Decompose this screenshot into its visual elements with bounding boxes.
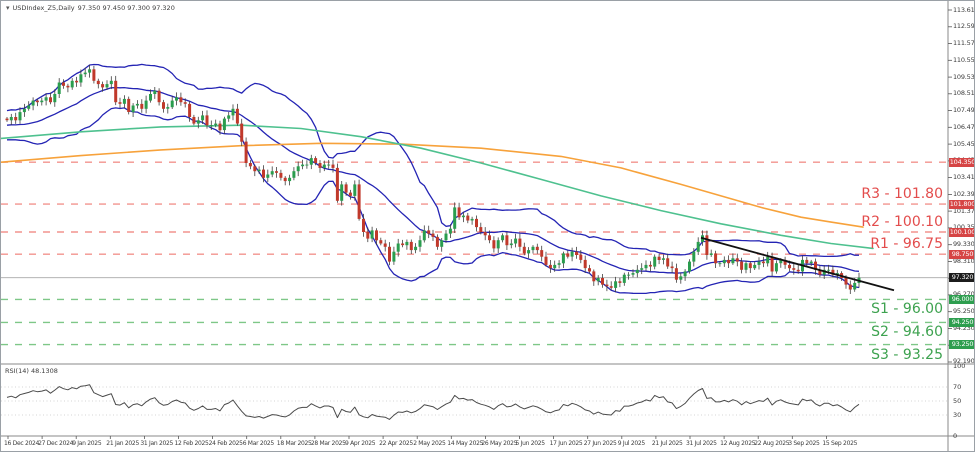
date-axis-label: 27 Dec 2024: [38, 440, 74, 447]
date-axis-label: 16 Dec 2024: [4, 440, 40, 447]
support-label-s1: S1 - 96.00: [871, 301, 943, 318]
support-label-s2: S2 - 94.60: [871, 324, 943, 341]
date-axis-label: 9 Jul 2025: [617, 440, 645, 447]
price-axis-tick: 92.190: [953, 357, 975, 366]
resistance-label-r1: R1 - 96.75: [870, 236, 943, 253]
date-axis-label: 9 Apr 2025: [345, 440, 376, 447]
price-axis-tick: 107.490: [953, 106, 975, 115]
date-axis-label: 14 May 2025: [447, 440, 484, 447]
rsi-axis-tick: 100: [953, 362, 966, 370]
date-axis-label: 31 Jul 2025: [686, 440, 717, 447]
resistance-label-r2: R2 - 100.10: [861, 214, 943, 230]
date-axis-label: 5 Jun 2025: [515, 440, 546, 447]
price-axis-tick: 98.310: [953, 256, 975, 265]
price-axis-tick: 96.270: [953, 291, 974, 298]
price-axis-tick: 112.590: [953, 22, 975, 31]
date-axis-label: 17 Jun 2025: [549, 440, 583, 447]
resistance-price-tag: 104.350: [949, 157, 975, 167]
rsi-axis-tick: 30: [953, 411, 962, 419]
price-axis-tick: 101.370: [953, 206, 975, 215]
date-axis-label: 9 Jan 2025: [72, 440, 102, 447]
price-axis-tick: 109.530: [953, 72, 975, 81]
date-axis-label: 3 Sep 2025: [788, 440, 820, 447]
rsi-axis-tick: 70: [953, 383, 962, 391]
date-axis-label: 12 Feb 2025: [174, 440, 209, 447]
price-axis-tick: 106.470: [953, 122, 975, 131]
ohlc-readout: 97.350 97.450 97.300 97.320: [77, 4, 175, 12]
moving-average-line: [1, 142, 864, 228]
rsi-indicator-label: RSI(14) 48.1308: [5, 367, 58, 375]
moving-average-line: [1, 124, 874, 250]
resistance-price-tag: 101.800: [949, 199, 975, 209]
price-axis-tick: 95.250: [953, 307, 975, 316]
resistance-label-r3: R3 - 101.80: [861, 186, 943, 203]
date-axis-label: 6 Mar 2025: [242, 440, 275, 447]
date-axis-label: 31 Jan 2025: [140, 440, 174, 447]
price-axis-tick: 105.450: [953, 139, 975, 148]
trendline: [700, 236, 895, 292]
price-axis-tick: 111.570: [953, 39, 975, 48]
price-axis-tick: 100.350: [953, 224, 974, 231]
chart-title-bar: ▾ USDIndex_Z5,Daily 97.350 97.450 97.300…: [6, 4, 175, 12]
symbol-timeframe-label: USDIndex_Z5,Daily: [12, 4, 75, 12]
date-axis-label: 24 Feb 2025: [208, 440, 243, 447]
support-price-tag: 96.000: [949, 294, 974, 304]
date-axis-label: 27 Jun 2025: [583, 440, 617, 447]
date-axis-label: 12 Aug 2025: [720, 440, 756, 447]
price-axis-tick: 108.510: [953, 89, 975, 98]
date-axis-label: 2 May 2025: [413, 440, 446, 447]
date-axis-label: 21 Jan 2025: [106, 440, 139, 447]
support-label-s3: S3 - 93.25: [871, 346, 943, 363]
price-axis-tick: 103.410: [953, 173, 975, 182]
current-price-tag: 97.320: [949, 273, 974, 283]
resistance-price-tag: 100.100: [949, 227, 975, 237]
date-axis-label: 22 Apr 2025: [379, 440, 413, 447]
rsi-line: [6, 384, 860, 420]
price-axis-tick: 113.610: [953, 5, 975, 14]
bollinger-band-line: [6, 63, 859, 258]
support-price-tag: 94.250: [949, 317, 974, 327]
price-axis-tick: 94.230: [953, 323, 975, 332]
date-axis-label: 22 Aug 2025: [754, 440, 790, 447]
date-axis-label: 15 Sep 2025: [822, 440, 858, 447]
date-axis-label: 18 Mar 2025: [276, 440, 312, 447]
date-axis-label: 21 Jul 2025: [651, 440, 683, 447]
support-price-tag: 93.250: [949, 340, 974, 350]
price-axis-tick: 110.550: [953, 55, 975, 64]
date-axis-label: 28 Mar 2025: [310, 440, 346, 447]
resistance-price-tag: 98.750: [949, 249, 974, 259]
price-axis-tick: 102.390: [953, 189, 975, 198]
rsi-axis-tick: 0: [953, 432, 958, 440]
date-axis-label: 26 May 2025: [481, 440, 518, 447]
price-axis-tick: 99.330: [953, 240, 975, 249]
bollinger-band-line: [7, 107, 860, 295]
symbol-marker-icon[interactable]: ▾: [6, 4, 10, 12]
rsi-axis-tick: 50: [953, 397, 962, 405]
